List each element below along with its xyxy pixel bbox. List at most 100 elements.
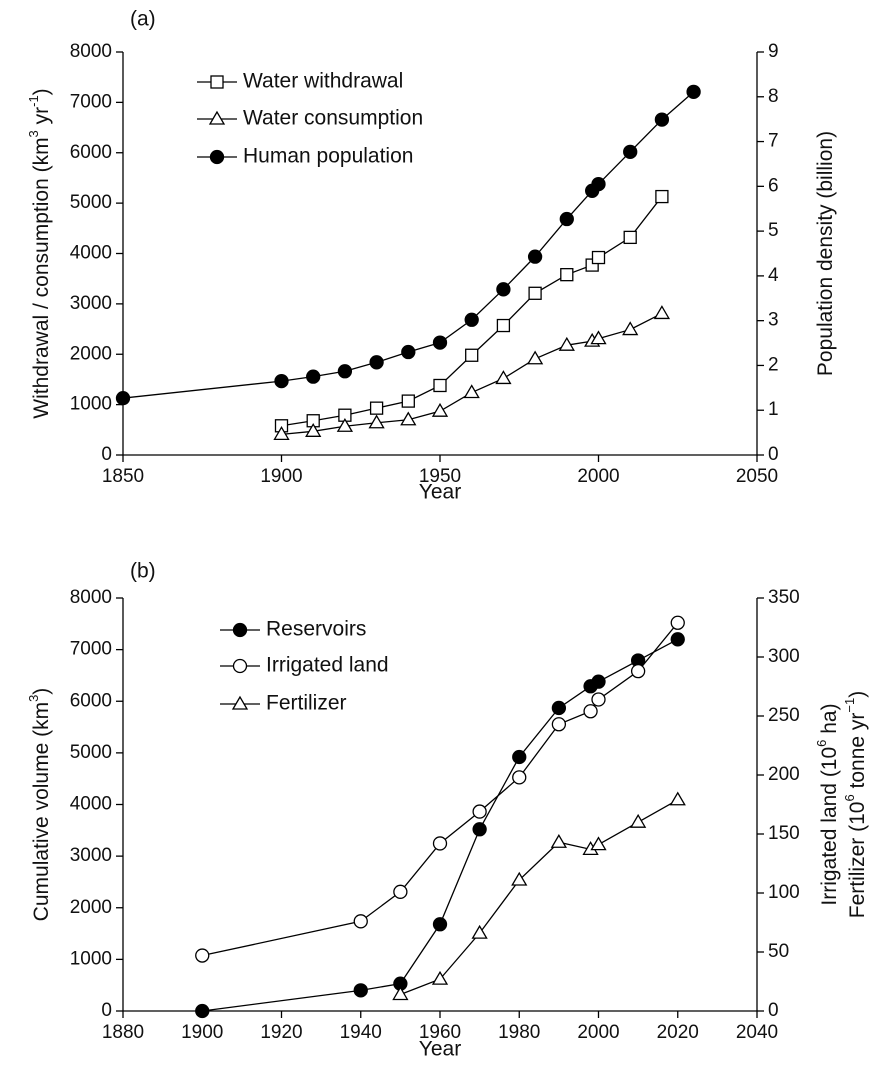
- marker: [337, 364, 353, 379]
- y2-axis-label-part: 6: [814, 740, 829, 747]
- marker: [496, 282, 511, 297]
- marker: [551, 700, 567, 716]
- y-tick-label: 3000: [70, 845, 112, 866]
- marker: [591, 250, 606, 265]
- y2-axis-label: Population density (billion): [814, 131, 837, 376]
- legend-label: Irrigated land: [266, 654, 389, 677]
- legend-label: Fertilizer: [266, 692, 347, 715]
- marker: [195, 1003, 210, 1019]
- legend-label: Water consumption: [243, 107, 423, 130]
- x-tick-label: 2020: [657, 1022, 699, 1043]
- y2-tick-label: 4: [768, 265, 779, 286]
- marker: [528, 286, 542, 300]
- marker: [670, 632, 685, 647]
- marker: [273, 426, 290, 440]
- y2-tick-label: 250: [768, 705, 800, 726]
- y2-tick-label: 300: [768, 646, 800, 667]
- x-tick-label: 2040: [736, 1022, 778, 1043]
- y-tick-label: 0: [101, 444, 112, 465]
- marker: [559, 211, 574, 227]
- y2-axis-label: Irrigated land (106 ha): [814, 703, 841, 905]
- marker: [465, 348, 479, 362]
- y-axis-label-part: -1: [26, 95, 41, 107]
- marker: [115, 390, 131, 406]
- y-tick-label: 6000: [70, 142, 112, 163]
- marker: [432, 335, 448, 350]
- axis-frame: [122, 598, 758, 1012]
- marker: [526, 350, 544, 365]
- marker: [210, 75, 224, 89]
- series-line: [122, 91, 695, 399]
- axis-frame: [122, 52, 758, 456]
- marker: [369, 355, 384, 370]
- y-axis-label-part: 3: [26, 130, 41, 137]
- marker: [558, 336, 575, 351]
- x-tick-label: 1950: [419, 466, 461, 487]
- marker: [622, 321, 639, 336]
- y-axis-label-part: ): [30, 88, 53, 95]
- y2-tick-label: 150: [768, 823, 800, 844]
- marker: [305, 423, 322, 437]
- y2-axis-label-part: Fertilizer (10: [846, 802, 869, 919]
- marker: [393, 884, 408, 899]
- marker: [431, 970, 449, 985]
- y2-tick-label: 7: [768, 131, 779, 152]
- marker: [472, 804, 487, 819]
- x-tick-label: 1880: [102, 1022, 144, 1043]
- marker: [551, 717, 567, 732]
- legend-label: Water withdrawal: [243, 70, 403, 93]
- y2-tick-label: 0: [768, 444, 779, 465]
- y-tick-label: 5000: [70, 742, 112, 763]
- marker: [471, 924, 488, 939]
- x-tick-label: 1980: [498, 1022, 540, 1043]
- marker: [527, 249, 543, 264]
- marker: [550, 833, 568, 848]
- marker: [686, 84, 701, 100]
- y2-tick-label: 100: [768, 882, 800, 903]
- marker: [654, 112, 670, 127]
- marker: [670, 615, 685, 630]
- marker: [653, 305, 671, 320]
- marker: [433, 378, 447, 393]
- y2-tick-label: 50: [768, 941, 789, 962]
- marker: [630, 664, 646, 679]
- y-axis-label: Withdrawal / consumption (km3 yr-1): [26, 88, 53, 418]
- marker: [512, 749, 527, 765]
- y2-tick-label: 5: [768, 220, 779, 241]
- y-tick-label: 3000: [70, 293, 112, 314]
- marker: [464, 312, 479, 327]
- x-tick-label: 2050: [736, 466, 778, 487]
- marker: [274, 373, 289, 389]
- x-tick-label: 1850: [102, 466, 144, 487]
- panel-label: (b): [130, 560, 156, 583]
- marker: [232, 622, 248, 638]
- marker: [353, 983, 368, 998]
- y2-axis-label-part: −1: [842, 698, 857, 713]
- x-axis-label: Year: [419, 1038, 461, 1061]
- y-tick-label: 1000: [70, 948, 112, 969]
- y-tick-label: 2000: [70, 897, 112, 918]
- marker: [496, 318, 511, 333]
- marker: [401, 344, 416, 360]
- x-axis-label: Year: [419, 481, 461, 504]
- y2-tick-label: 1: [768, 399, 779, 420]
- marker: [591, 674, 606, 689]
- marker: [512, 770, 527, 785]
- marker: [472, 822, 487, 837]
- marker: [655, 189, 669, 204]
- y2-tick-label: 3: [768, 310, 779, 331]
- panel-label: (a): [130, 8, 156, 31]
- marker: [432, 836, 448, 851]
- y2-axis-label-part: tonne yr: [846, 713, 869, 795]
- x-tick-label: 1900: [260, 466, 302, 487]
- y-tick-label: 0: [101, 1000, 112, 1021]
- y2-tick-label: 6: [768, 175, 779, 196]
- y2-axis-label-part: 6: [842, 794, 857, 801]
- marker: [336, 417, 354, 432]
- marker: [560, 268, 574, 282]
- y2-tick-label: 9: [768, 41, 779, 62]
- marker: [432, 917, 448, 932]
- legend-label: Reservoirs: [266, 618, 366, 641]
- y-tick-label: 8000: [70, 587, 112, 608]
- marker: [232, 658, 248, 674]
